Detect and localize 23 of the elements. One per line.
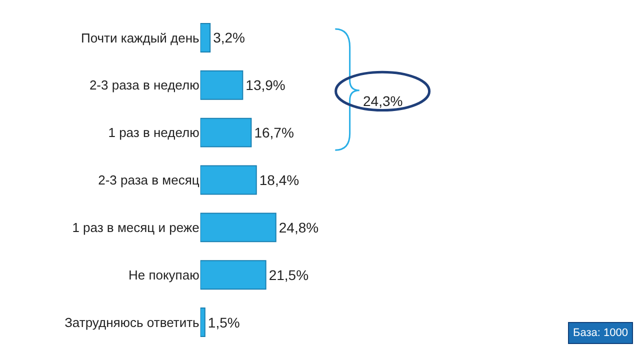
y-tick-label: Затрудняюсь ответить xyxy=(64,314,200,330)
text: База: 1000 xyxy=(573,327,628,339)
bar xyxy=(200,212,276,242)
data-label: 13,9% xyxy=(246,77,286,94)
data-label: 3,2% xyxy=(213,30,246,46)
y-tick-label: 2-3 раза в месяц xyxy=(98,172,200,188)
bar xyxy=(200,260,266,290)
y-tick-label: 1 раз в месяц и реже xyxy=(72,220,200,235)
y-tick-label: Почти каждый день xyxy=(80,30,200,46)
text: 24,3% xyxy=(363,93,403,109)
data-label: 21,5% xyxy=(268,266,309,283)
data-label: 18,4% xyxy=(259,172,300,188)
bar xyxy=(200,118,252,148)
y-tick-label: Не покупаю xyxy=(128,267,200,282)
y-tick-label: 1 раз в неделю xyxy=(108,125,200,140)
data-label: 1,5% xyxy=(208,314,240,330)
bar xyxy=(200,70,244,100)
bar xyxy=(200,308,206,338)
data-label: 24,8% xyxy=(278,219,319,236)
bar xyxy=(200,165,257,195)
y-tick-label: 2-3 раза в неделю xyxy=(89,78,200,93)
data-label: 16,7% xyxy=(254,124,294,141)
bar xyxy=(200,22,211,52)
